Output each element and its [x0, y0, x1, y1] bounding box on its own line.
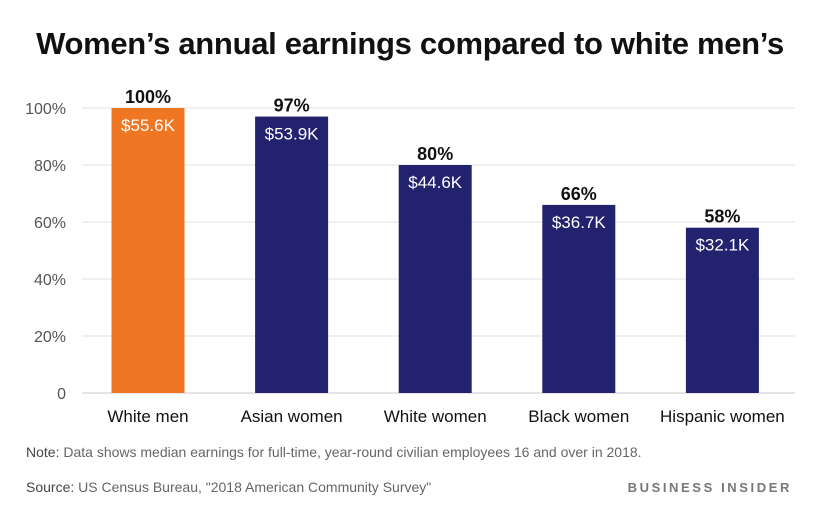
- bar-percent-label: 66%: [561, 184, 597, 204]
- bar-percent-label: 100%: [125, 87, 171, 107]
- x-category-label: White men: [107, 407, 188, 426]
- bar: [685, 227, 759, 393]
- bar-earnings-label: $32.1K: [695, 236, 750, 255]
- bar: [542, 204, 616, 393]
- bar-percent-label: 97%: [274, 96, 310, 116]
- source-text: US Census Bureau, "2018 American Communi…: [74, 479, 432, 495]
- bar: [255, 116, 329, 394]
- x-category-label: Black women: [528, 407, 629, 426]
- y-tick-label: 40%: [34, 272, 66, 289]
- brand-logo-text: BUSINESS INSIDER: [627, 480, 792, 495]
- bar-percent-label: 80%: [417, 144, 453, 164]
- x-category-label: Hispanic women: [660, 407, 785, 426]
- note-label: Note:: [26, 444, 60, 460]
- bar-earnings-label: $36.7K: [552, 213, 607, 232]
- bar-earnings-label: $55.6K: [121, 116, 176, 135]
- y-tick-label: 60%: [34, 215, 66, 232]
- y-tick-label: 100%: [25, 101, 66, 118]
- x-category-label: Asian women: [241, 407, 343, 426]
- note: Note: Data shows median earnings for ful…: [26, 444, 642, 460]
- y-tick-label: 0: [57, 386, 66, 403]
- x-category-label: White women: [384, 407, 487, 426]
- bar-earnings-label: $44.6K: [408, 173, 463, 192]
- bar: [111, 108, 185, 393]
- source: Source: US Census Bureau, "2018 American…: [26, 479, 431, 495]
- chart-title: Women’s annual earnings compared to whit…: [36, 26, 784, 61]
- bar-earnings-label: $53.9K: [265, 125, 320, 144]
- note-text: Data shows median earnings for full-time…: [59, 444, 642, 460]
- source-label: Source:: [26, 479, 75, 495]
- y-tick-label: 20%: [34, 329, 66, 346]
- bar: [398, 165, 472, 393]
- bar-percent-label: 58%: [704, 207, 740, 227]
- y-tick-label: 80%: [34, 158, 66, 175]
